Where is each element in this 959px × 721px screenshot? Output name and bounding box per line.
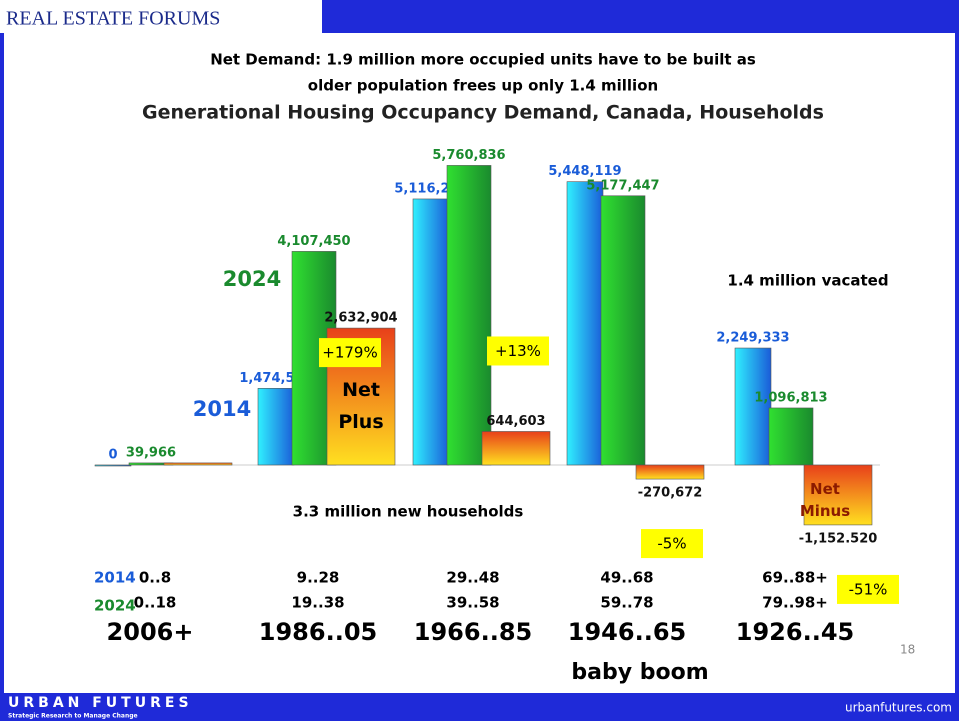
bar [803,464,873,526]
legend-word: Net [342,379,380,401]
age-range: 29..48 [446,569,499,587]
bar [734,347,772,466]
footer-brand: URBAN FUTURES [8,695,193,711]
change-label: -51% [849,580,888,598]
title: Net Demand: 1.9 million more occupied un… [210,51,756,69]
value-label: 0 [108,448,117,463]
value-label: 1,096,813 [754,390,827,405]
change-label: -5% [657,535,686,553]
value-label: 5,448,119 [548,164,621,179]
bar [566,181,604,466]
age-range: 49..68 [600,569,653,587]
change-box [319,338,381,368]
age-range: 59..78 [600,594,653,612]
label-word: Net [810,480,840,498]
bar [768,407,814,466]
footer-url: urbanfutures.com [845,701,952,715]
bar [257,388,295,466]
age-range: 69..88+ [762,569,828,587]
legend-label: Net Plus [338,379,383,433]
bar [446,165,492,466]
footer-tagline: Strategic Research to Manage Change [8,713,138,720]
x-tick-label: 1966..85 [414,618,532,646]
label-word: Minus [800,502,850,520]
age-row-label: 2014 [94,569,136,587]
age-range: 9..28 [297,569,340,587]
value-label: 39,966 [126,445,176,460]
subtitle: Generational Housing Occupancy Demand, C… [142,102,824,124]
x-tick-label: 1986..05 [259,618,377,646]
value-label: -270,672 [638,486,703,501]
age-range: 0..18 [134,594,177,612]
change-label: +13% [495,342,541,360]
x-tick-label: 2006+ [107,618,194,646]
title: older population frees up only 1.4 milli… [308,77,658,95]
value-label: 4,107,450 [277,234,350,249]
value-label: 2,249,333 [716,331,789,346]
bar [600,195,646,466]
age-range: 79..98+ [762,594,828,612]
page-number: 18 [900,643,915,657]
age-row-label: 2024 [94,597,136,615]
annotation: 1.4 million vacated [727,272,888,290]
change-box [837,574,899,604]
legend-label: 2024 [223,267,281,291]
legend-word: Plus [338,411,383,433]
bar [412,198,450,466]
header-band [322,0,959,33]
age-range: 0..8 [139,569,171,587]
net-minus-label: Net Minus [800,480,850,520]
age-range: 39..58 [446,594,499,612]
bar [481,431,551,466]
border-left [0,33,4,693]
change-label: +179% [322,344,377,362]
age-range: 19..38 [291,594,344,612]
brand: REAL ESTATE FORUMS [6,8,220,30]
annotation: baby boom [571,660,708,685]
bar [163,462,233,466]
x-tick-label: 1926..45 [736,618,854,646]
value-label: -1,152.520 [799,531,878,546]
value-label: 2,632,904 [324,311,397,326]
bar [635,464,705,480]
legend-label: 2014 [193,397,251,421]
bar [94,464,132,467]
value-label: 5,177,447 [586,178,659,193]
x-tick-label: 1946..65 [568,618,686,646]
annotation: 3.3 million new households [293,503,524,521]
footer-band [0,693,959,721]
border-right [955,33,959,693]
value-label: 644,603 [486,414,545,429]
value-label: 5,760,836 [432,148,505,163]
change-box [641,529,703,559]
change-box [487,336,549,366]
